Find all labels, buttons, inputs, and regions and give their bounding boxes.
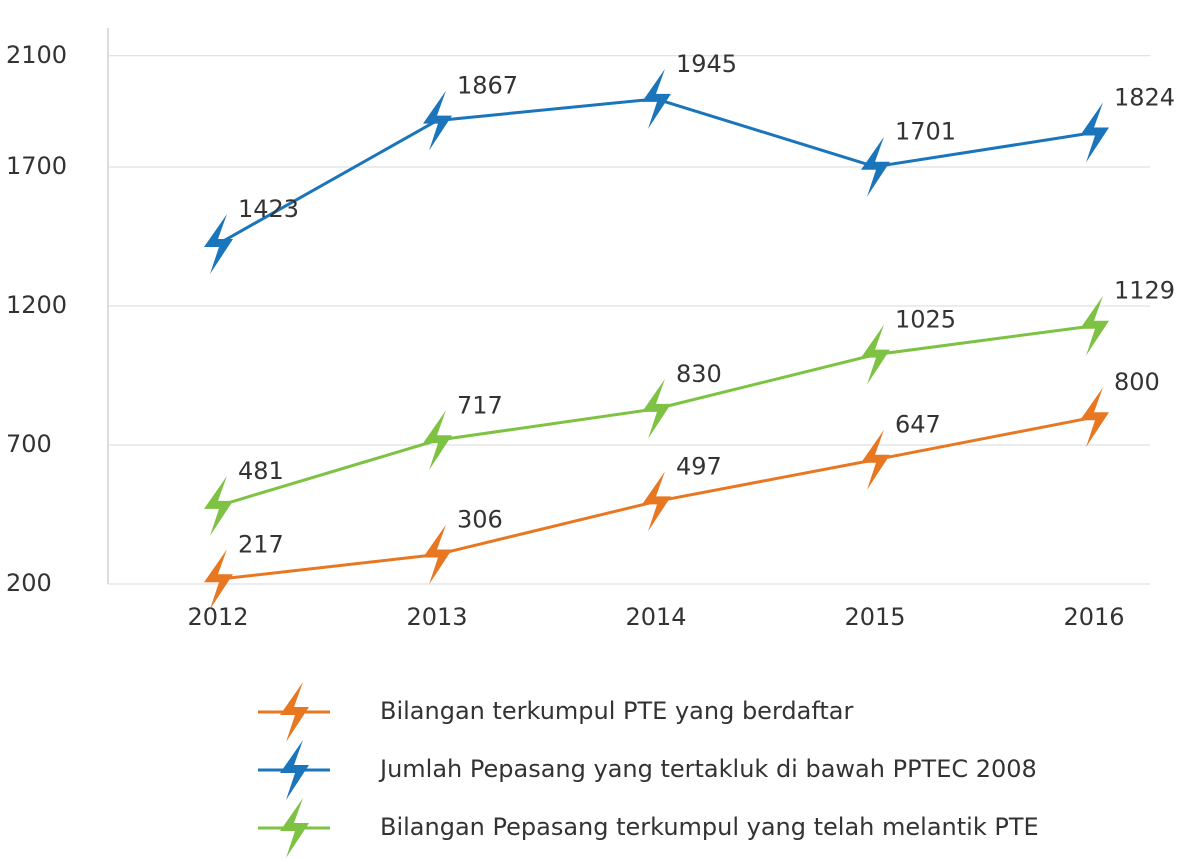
legend-label: Jumlah Pepasang yang tertakluk di bawah … bbox=[378, 755, 1037, 783]
series-line bbox=[217, 97, 1095, 246]
legend-marker bbox=[280, 682, 309, 742]
data-label: 217 bbox=[238, 530, 284, 558]
point-marker bbox=[861, 429, 890, 490]
point-marker bbox=[423, 410, 452, 471]
point-marker bbox=[204, 214, 233, 275]
point-marker bbox=[861, 136, 890, 197]
data-label: 481 bbox=[238, 457, 284, 485]
data-label: 1701 bbox=[895, 118, 956, 146]
data-label: 306 bbox=[457, 506, 503, 534]
data-label: 717 bbox=[457, 391, 503, 419]
y-tick-label: 1200 bbox=[6, 291, 67, 319]
point-marker bbox=[861, 324, 890, 385]
y-tick-label: 1700 bbox=[6, 152, 67, 180]
legend-marker bbox=[280, 740, 309, 800]
data-label: 830 bbox=[676, 360, 722, 388]
x-tick-label: 2014 bbox=[625, 603, 686, 631]
x-tick-label: 2016 bbox=[1063, 603, 1124, 631]
point-marker bbox=[1080, 387, 1109, 448]
x-tick-label: 2013 bbox=[406, 603, 467, 631]
y-tick-label: 200 bbox=[6, 569, 52, 597]
data-label: 1129 bbox=[1114, 277, 1175, 305]
point-marker bbox=[423, 524, 452, 585]
x-tick-label: 2015 bbox=[844, 603, 905, 631]
point-marker bbox=[642, 68, 671, 129]
data-label: 1945 bbox=[676, 50, 737, 78]
legend-marker bbox=[280, 798, 309, 858]
data-label: 1867 bbox=[457, 72, 518, 100]
data-label: 497 bbox=[676, 452, 722, 480]
point-marker bbox=[1080, 295, 1109, 356]
point-marker bbox=[642, 471, 671, 532]
legend-label: Bilangan Pepasang terkumpul yang telah m… bbox=[380, 813, 1039, 841]
legend-label: Bilangan terkumpul PTE yang berdaftar bbox=[380, 697, 853, 725]
data-label: 1025 bbox=[895, 306, 956, 334]
data-label: 1824 bbox=[1114, 84, 1175, 112]
y-tick-label: 700 bbox=[6, 430, 52, 458]
point-marker bbox=[423, 90, 452, 151]
data-label: 800 bbox=[1114, 368, 1160, 396]
data-label: 647 bbox=[895, 411, 941, 439]
x-tick-label: 2012 bbox=[187, 603, 248, 631]
point-marker bbox=[642, 378, 671, 439]
point-marker bbox=[204, 549, 233, 610]
point-marker bbox=[1080, 102, 1109, 163]
y-tick-label: 2100 bbox=[6, 41, 67, 69]
point-marker bbox=[204, 475, 233, 536]
data-label: 1423 bbox=[238, 195, 299, 223]
